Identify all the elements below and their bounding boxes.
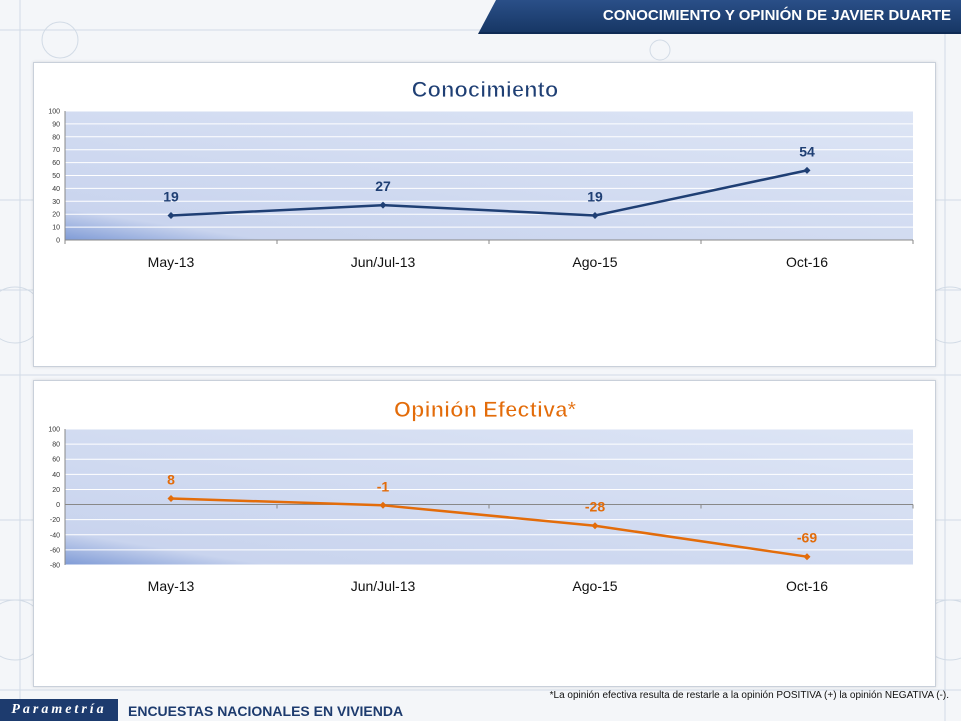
series-line — [170, 169, 808, 217]
category-label: Oct-16 — [786, 254, 828, 270]
footnote: *La opinión efectiva resulta de restarle… — [549, 690, 949, 701]
data-point — [167, 211, 175, 219]
y-tick-label: 40 — [52, 472, 60, 479]
category-label: May-13 — [148, 578, 195, 594]
chart-panel-opinion: Opinión Efectiva* -80 -60 -40 -20 0 20 40 60 80 10… — [33, 380, 936, 687]
y-tick-label: 10 — [52, 225, 60, 232]
chart-title: Opinión Efectiva* — [394, 397, 577, 422]
data-point — [167, 495, 175, 503]
data-point — [591, 522, 599, 530]
data-label: 54 — [799, 143, 815, 159]
y-tick-label: 80 — [52, 442, 60, 449]
y-tick-label: 80 — [52, 134, 60, 141]
y-tick-label: 0 — [56, 502, 60, 509]
data-label: 19 — [587, 188, 603, 204]
y-tick-label: 100 — [48, 109, 60, 116]
data-label: 27 — [375, 178, 391, 194]
chart-opinion-efectiva: Opinión Efectiva* -80 -60 -40 -20 0 20 40 60 80 10… — [48, 397, 914, 594]
data-point — [379, 501, 387, 509]
category-label: Oct-16 — [786, 578, 828, 594]
data-point — [379, 201, 387, 209]
y-tick-label: 100 — [48, 427, 60, 434]
category-label: Jun/Jul-13 — [351, 578, 416, 594]
y-tick-label: 70 — [52, 147, 60, 154]
footer-subtitle: ENCUESTAS NACIONALES EN VIVIENDA — [128, 703, 404, 719]
plot-area — [65, 429, 913, 565]
category-label: May-13 — [148, 254, 195, 270]
category-label: Ago-15 — [572, 254, 617, 270]
y-tick-label: 20 — [52, 487, 60, 494]
y-tick-label: 30 — [52, 199, 60, 206]
y-tick-label: 20 — [52, 212, 60, 219]
y-tick-label: 40 — [52, 186, 60, 193]
header-bar: CONOCIMIENTO Y OPINIÓN DE JAVIER DUARTE — [478, 0, 961, 34]
data-label: -28 — [585, 499, 605, 515]
chart-title: Conocimiento — [412, 77, 559, 102]
data-label: -1 — [377, 478, 390, 494]
page-title: CONOCIMIENTO Y OPINIÓN DE JAVIER DUARTE — [602, 7, 951, 24]
y-tick-label: 50 — [52, 173, 60, 180]
data-label: 19 — [163, 188, 179, 204]
y-tick-label: -40 — [50, 532, 60, 539]
parametria-logo: Parametría — [0, 699, 118, 721]
y-tick-label: -20 — [50, 517, 60, 524]
data-point — [591, 211, 599, 219]
data-label: 8 — [167, 472, 175, 488]
category-label: Ago-15 — [572, 578, 617, 594]
series-line — [170, 497, 808, 558]
chart-conocimiento: Conocimiento 0 10 20 30 40 50 60 70 80 90 100 May-13… — [48, 77, 914, 270]
y-tick-label: -60 — [50, 547, 60, 554]
y-tick-label: 0 — [56, 238, 60, 245]
data-point — [803, 166, 811, 174]
data-label: -69 — [797, 530, 817, 546]
chart-panel-conocimiento: Conocimiento 0 10 20 30 40 50 60 70 80 90 100 May-13… — [33, 62, 936, 367]
y-tick-label: -80 — [50, 563, 60, 570]
y-tick-label: 90 — [52, 121, 60, 128]
y-tick-label: 60 — [52, 160, 60, 167]
y-tick-label: 60 — [52, 457, 60, 464]
data-point — [803, 553, 811, 561]
category-label: Jun/Jul-13 — [351, 254, 416, 270]
